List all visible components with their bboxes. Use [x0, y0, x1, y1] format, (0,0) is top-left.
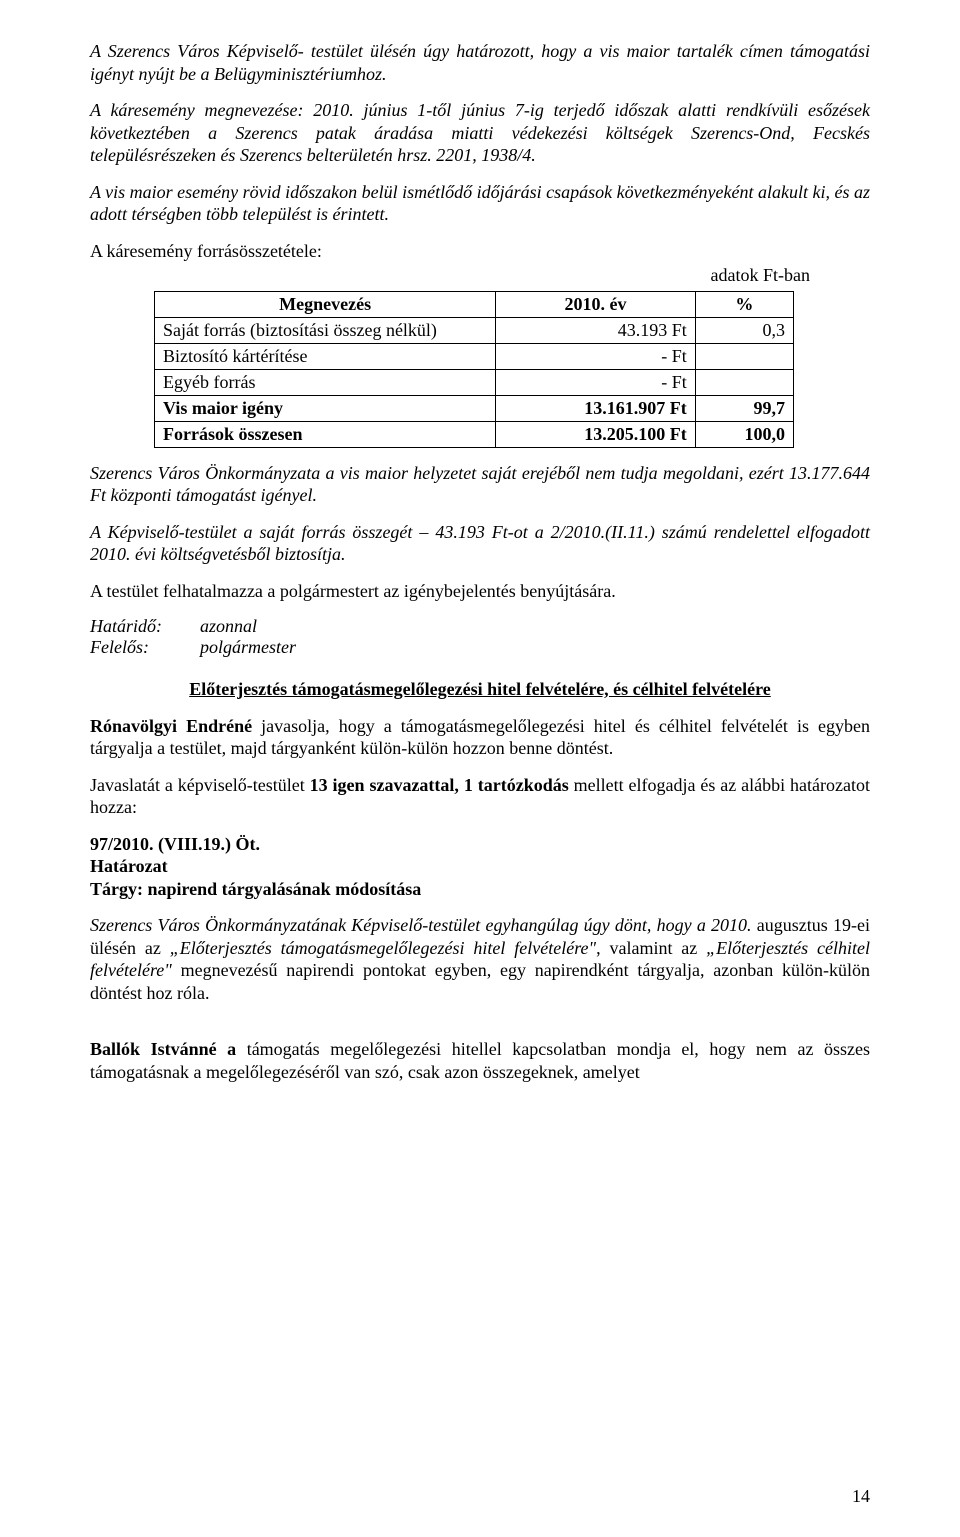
cell-percent — [695, 343, 793, 369]
cell-name: Saját forrás (biztosítási összeg nélkül) — [155, 317, 496, 343]
document-page: A Szerencs Város Képviselő- testület ülé… — [0, 0, 960, 1537]
table-row: Saját forrás (biztosítási összeg nélkül)… — [155, 317, 794, 343]
text-run: Javaslatát a képviselő-testület — [90, 775, 310, 795]
resolution-number: 97/2010. (VIII.19.) Öt. — [90, 833, 870, 856]
cell-name: Források összesen — [155, 421, 496, 447]
cell-percent: 0,3 — [695, 317, 793, 343]
paragraph: A Képviselő-testület a saját forrás össz… — [90, 521, 870, 566]
cell-percent — [695, 369, 793, 395]
deadline-value: azonnal — [200, 616, 870, 637]
cell-name: Biztosító kártérítése — [155, 343, 496, 369]
col-year: 2010. év — [496, 291, 695, 317]
page-number: 14 — [852, 1486, 870, 1507]
person-name: Rónavölgyi Endréné — [90, 716, 252, 736]
table-row: Egyéb forrás- Ft — [155, 369, 794, 395]
responsible-value: polgármester — [200, 637, 870, 658]
table-row: Források összesen13.205.100 Ft100,0 — [155, 421, 794, 447]
paragraph: Ballók Istvánné a támogatás megelőlegezé… — [90, 1038, 870, 1083]
paragraph: A káresemény megnevezése: 2010. június 1… — [90, 99, 870, 167]
paragraph: Javaslatát a képviselő-testület 13 igen … — [90, 774, 870, 819]
cell-name: Egyéb forrás — [155, 369, 496, 395]
cell-percent: 99,7 — [695, 395, 793, 421]
table-row: Vis maior igény13.161.907 Ft99,7 — [155, 395, 794, 421]
paragraph: A káresemény forrásösszetétele: — [90, 240, 870, 263]
text-run: megnevezésű napirendi pontokat egyben, e… — [90, 960, 870, 1003]
resolution-label: Határozat — [90, 855, 870, 878]
person-name: Ballók Istvánné a — [90, 1039, 236, 1059]
paragraph: Rónavölgyi Endréné javasolja, hogy a tám… — [90, 715, 870, 760]
cell-percent: 100,0 — [695, 421, 793, 447]
sources-table: Megnevezés 2010. év % Saját forrás (bizt… — [154, 291, 794, 448]
table-head: Megnevezés 2010. év % — [155, 291, 794, 317]
cell-amount: 13.161.907 Ft — [496, 395, 695, 421]
paragraph: A Szerencs Város Képviselő- testület ülé… — [90, 40, 870, 85]
text-run: Szerencs Város Önkormányzatának Képvisel… — [90, 915, 752, 935]
resolution-subject: Tárgy: napirend tárgyalásának módosítása — [90, 878, 870, 901]
text-run: Határozat — [90, 856, 168, 876]
table-caption-units: adatok Ft-ban — [90, 264, 870, 287]
cell-name: Vis maior igény — [155, 395, 496, 421]
paragraph: A testület felhatalmazza a polgármestert… — [90, 580, 870, 603]
paragraph: Szerencs Város Önkormányzata a vis maior… — [90, 462, 870, 507]
col-megnevezes: Megnevezés — [155, 291, 496, 317]
deadline-block: Határidő: azonnal Felelős: polgármester — [90, 616, 870, 658]
responsible-label: Felelős: — [90, 637, 200, 658]
text-run: , valamint az — [596, 938, 706, 958]
text-run: 97/2010. (VIII.19.) Öt. — [90, 834, 260, 854]
cell-amount: 13.205.100 Ft — [496, 421, 695, 447]
deadline-label: Határidő: — [90, 616, 200, 637]
col-percent: % — [695, 291, 793, 317]
paragraph: A vis maior esemény rövid időszakon belü… — [90, 181, 870, 226]
quoted-title: „Előterjesztés támogatásmegelőlegezési h… — [170, 938, 596, 958]
table-header-row: Megnevezés 2010. év % — [155, 291, 794, 317]
vote-result: 13 igen szavazattal, 1 tartózkodás — [310, 775, 569, 795]
cell-amount: 43.193 Ft — [496, 317, 695, 343]
cell-amount: - Ft — [496, 343, 695, 369]
paragraph: Szerencs Város Önkormányzatának Képvisel… — [90, 914, 870, 1004]
table-body: Saját forrás (biztosítási összeg nélkül)… — [155, 317, 794, 447]
table-row: Biztosító kártérítése- Ft — [155, 343, 794, 369]
cell-amount: - Ft — [496, 369, 695, 395]
section-heading: Előterjesztés támogatásmegelőlegezési hi… — [90, 678, 870, 701]
